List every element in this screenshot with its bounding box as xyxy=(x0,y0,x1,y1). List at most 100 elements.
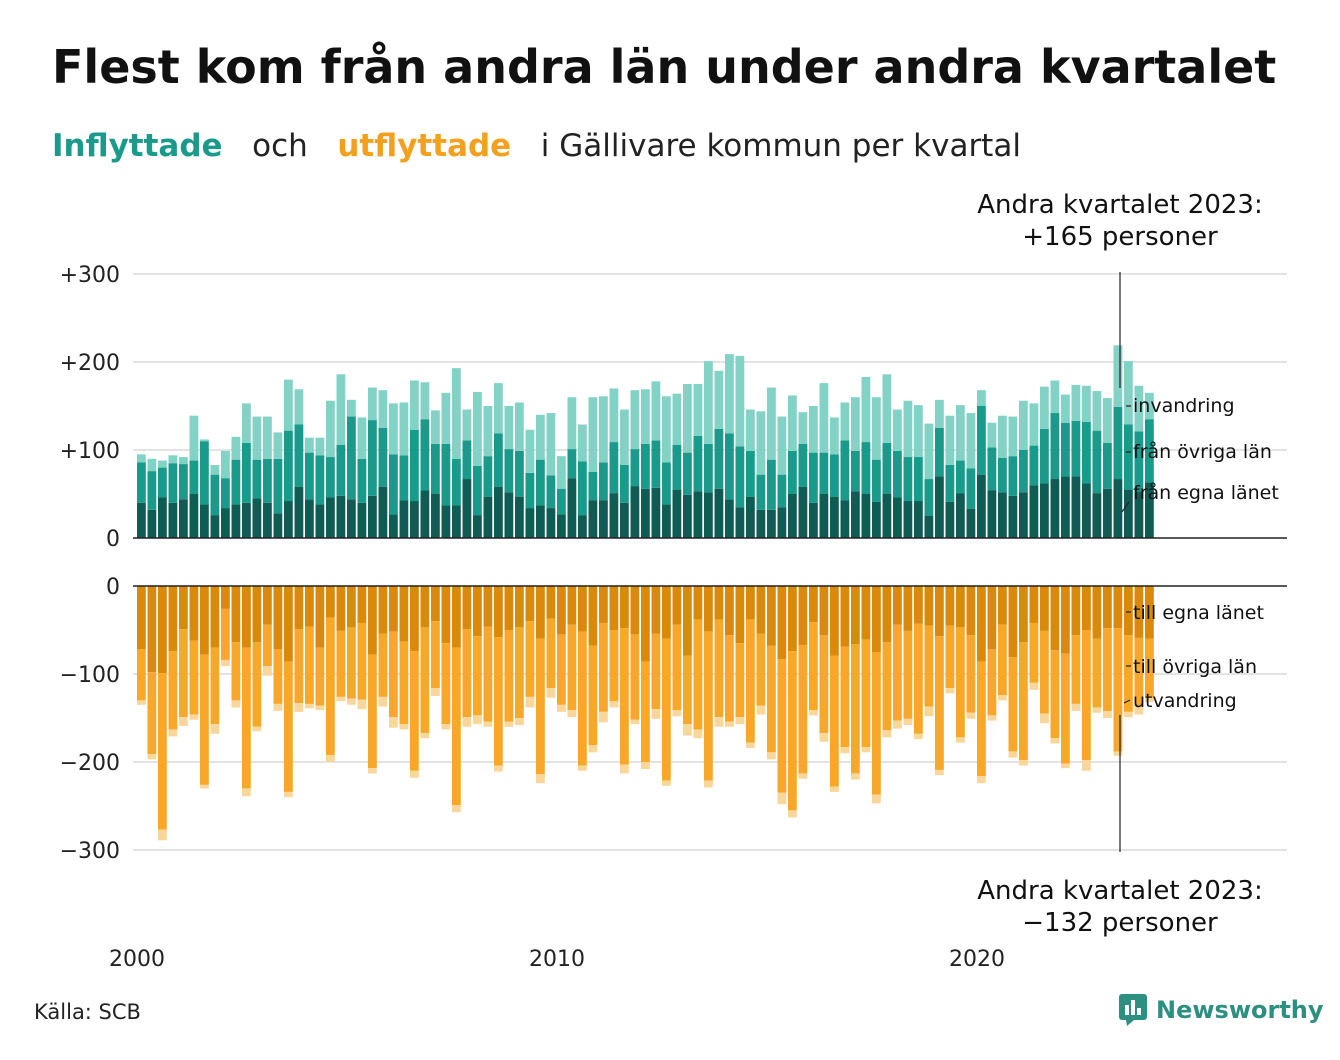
bar-segment xyxy=(840,747,850,754)
bar-segment xyxy=(357,502,367,538)
bar-segment xyxy=(683,586,692,656)
bar-segment xyxy=(893,450,902,498)
bottom-y-tick-labels: 0 −100 −200 −300 xyxy=(60,575,120,864)
bar-segment xyxy=(662,586,671,639)
bar-segment xyxy=(1113,586,1123,629)
bar-segment xyxy=(599,500,608,538)
subtitle-and-word: och xyxy=(252,128,308,164)
bar-segment xyxy=(798,486,808,538)
bar-segment xyxy=(935,636,944,770)
bar-segment xyxy=(641,389,650,444)
bar-segment xyxy=(420,490,430,538)
bar-segment xyxy=(956,627,965,738)
bar-segment xyxy=(431,410,440,444)
bar-segment xyxy=(641,586,650,662)
bar-segment xyxy=(1040,483,1049,538)
bar-segment xyxy=(368,586,377,655)
bar-segment xyxy=(735,643,745,718)
bar-segment xyxy=(924,516,934,538)
bar-segment xyxy=(168,455,178,464)
axis-lines xyxy=(133,272,1287,852)
bar-segment xyxy=(819,383,829,453)
bar-segment xyxy=(546,413,556,476)
bar-segment xyxy=(1008,751,1018,758)
bar-segment xyxy=(1029,445,1039,486)
bar-segment xyxy=(903,586,913,631)
bar-segment xyxy=(158,460,167,468)
bar-segment xyxy=(809,452,818,503)
label-connector xyxy=(1123,699,1131,704)
bar-segment xyxy=(693,729,703,739)
bar-segment xyxy=(357,699,367,710)
bar-segment xyxy=(851,450,860,492)
bar-segment xyxy=(599,586,608,623)
bar-segment xyxy=(441,586,451,644)
bar-segment xyxy=(830,417,839,455)
bar-segment xyxy=(557,704,566,712)
bar-segment xyxy=(935,586,944,637)
bar-segment xyxy=(1008,657,1018,752)
bar-segment xyxy=(557,586,566,635)
bar-segment xyxy=(441,505,451,538)
bar-segment xyxy=(1061,763,1070,769)
bar-segment xyxy=(326,586,335,618)
bar-segment xyxy=(473,391,482,466)
bar-segment xyxy=(987,715,997,721)
bar-segment xyxy=(273,649,283,704)
bar-segment xyxy=(242,442,251,503)
bar-segment xyxy=(704,492,713,538)
migration-chart: +300 +200 +100 0 0 −100 −200 −300 2000 2… xyxy=(60,190,1287,972)
bar-segment xyxy=(389,631,398,718)
bar-segment xyxy=(746,619,755,743)
bar-segment xyxy=(315,586,325,648)
bar-segment xyxy=(242,586,251,648)
bar-segment xyxy=(798,773,808,779)
bar-segment xyxy=(1050,586,1060,651)
bar-segment xyxy=(914,733,923,740)
bar-segment xyxy=(746,742,755,748)
bar-segment xyxy=(420,627,430,733)
bar-segment xyxy=(704,443,713,493)
bar-segment xyxy=(578,515,587,538)
bar-segment xyxy=(473,515,482,538)
bar-segment xyxy=(620,628,629,765)
bar-segment xyxy=(546,475,556,509)
bar-segment xyxy=(840,500,850,538)
bar-segment xyxy=(987,490,997,538)
bar-segment xyxy=(998,695,1007,701)
bar-segment xyxy=(1071,635,1081,704)
x-tick-label: 2020 xyxy=(949,947,1005,972)
bar-segment xyxy=(693,491,703,538)
bar-segment xyxy=(578,631,587,766)
bar-segment xyxy=(1103,398,1112,443)
bar-segment xyxy=(840,646,850,748)
bar-segment xyxy=(368,768,377,774)
top-y-tick-labels: +300 +200 +100 0 xyxy=(60,263,120,552)
bar-segment xyxy=(494,433,503,487)
bar-segment xyxy=(158,586,167,674)
bar-segment xyxy=(651,487,661,538)
bar-segment xyxy=(567,397,577,450)
bar-segment xyxy=(966,635,976,713)
bar-segment xyxy=(515,586,524,628)
bar-segment xyxy=(882,642,892,731)
bar-segment xyxy=(683,724,692,736)
bar-segment xyxy=(945,501,955,538)
bar-segment xyxy=(683,655,692,725)
bar-segment xyxy=(1050,479,1060,538)
bar-segment xyxy=(536,774,545,784)
bar-segment xyxy=(420,419,430,491)
y-tick-label: 0 xyxy=(106,575,120,600)
bar-segment xyxy=(788,494,797,538)
bar-segment xyxy=(483,626,493,722)
bar-segment xyxy=(242,788,251,797)
bar-segment xyxy=(221,508,230,538)
bar-segment xyxy=(546,508,556,538)
bar-segment xyxy=(630,634,640,720)
bar-segment xyxy=(1008,456,1018,496)
bar-segment xyxy=(231,586,241,643)
bar-segment xyxy=(168,651,178,730)
bar-segment xyxy=(1050,738,1060,744)
bar-segment xyxy=(819,586,829,636)
bar-segment xyxy=(357,622,367,700)
